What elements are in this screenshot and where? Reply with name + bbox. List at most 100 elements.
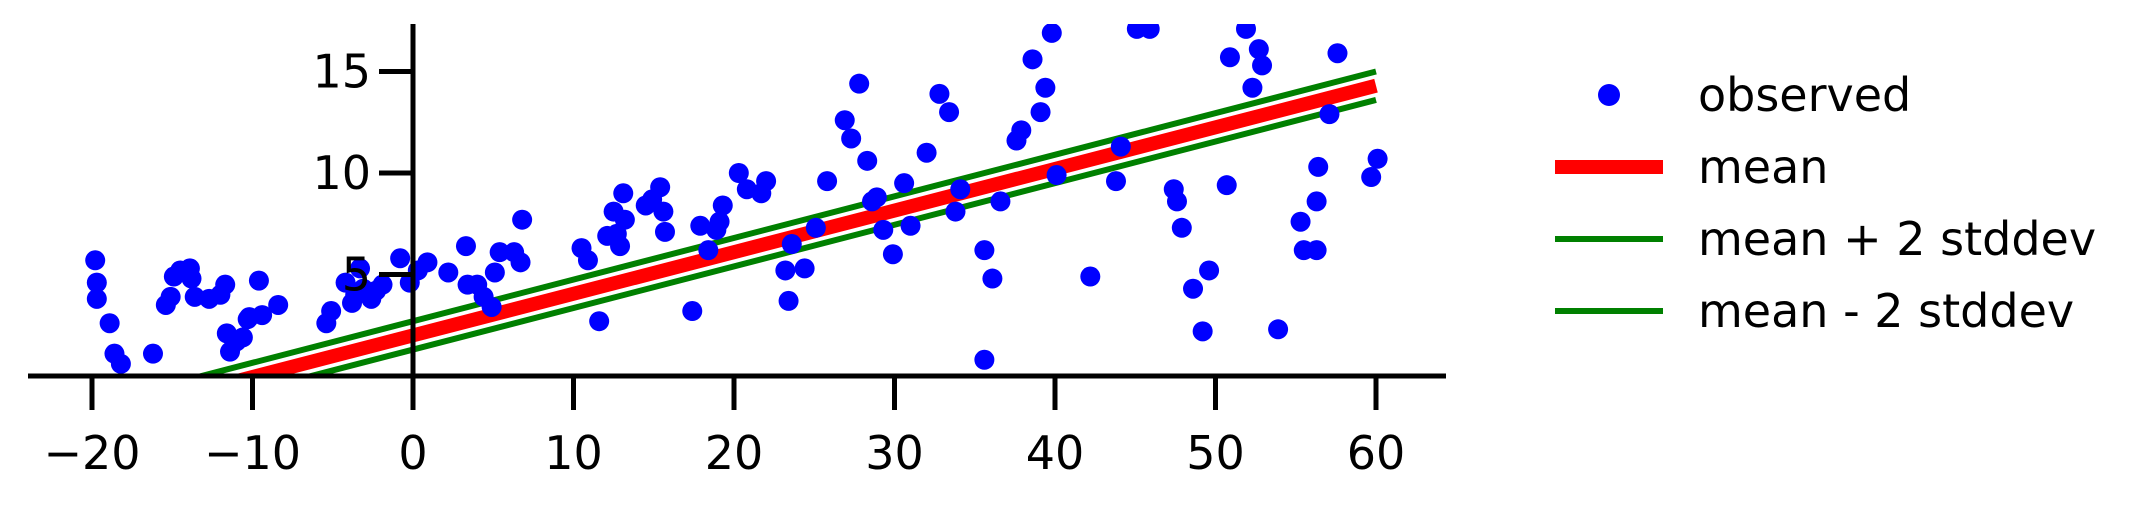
scatter-point	[484, 262, 505, 283]
scatter-point	[712, 195, 733, 216]
scatter-point	[1105, 171, 1126, 192]
scatter-point	[268, 294, 289, 315]
scatter-point	[232, 327, 253, 348]
scatter-point	[589, 311, 610, 332]
scatter-points	[85, 24, 1388, 374]
legend-label-mean-2-stddev: mean + 2 stddev	[1698, 212, 2096, 266]
scatter-point	[248, 270, 269, 291]
legend-marker-observed	[1598, 84, 1620, 106]
scatter-point	[390, 248, 411, 269]
scatter-point	[1361, 167, 1382, 188]
scatter-point	[215, 274, 236, 295]
scatter-point	[1080, 266, 1101, 287]
x-tick-label: 30	[865, 426, 924, 480]
scatter-point	[817, 171, 838, 192]
x-tick-label: 20	[705, 426, 764, 480]
scatter-point	[794, 258, 815, 279]
scatter-point	[866, 187, 887, 208]
legend-label-mean-2-stddev: mean - 2 stddev	[1698, 284, 2074, 338]
scatter-point	[1248, 39, 1269, 60]
scatter-point	[1011, 120, 1032, 141]
scatter-point	[1183, 278, 1204, 299]
scatter-point	[728, 163, 749, 183]
scatter-point	[849, 73, 870, 94]
scatter-point	[252, 305, 273, 326]
scatter-point	[110, 353, 131, 374]
scatter-point	[321, 301, 342, 322]
scatter-point	[1166, 191, 1187, 212]
scatter-point	[873, 219, 894, 240]
series-lines	[189, 68, 1378, 376]
legend-label-mean: mean	[1698, 140, 1828, 194]
scatter-point	[650, 177, 671, 198]
scatter-point	[857, 150, 878, 171]
scatter-point	[1235, 24, 1256, 39]
scatter-point	[841, 128, 862, 149]
scatter-point	[1030, 102, 1051, 123]
y-tick-label: 15	[312, 45, 371, 99]
scatter-point	[613, 183, 634, 204]
y-tick-label: 10	[312, 146, 371, 200]
scatter-point	[610, 236, 631, 257]
scatter-point	[481, 296, 502, 317]
x-tick-label: 60	[1347, 426, 1406, 480]
scatter-point	[1252, 55, 1273, 76]
scatter-point	[654, 221, 675, 242]
scatter-point	[99, 313, 120, 334]
scatter-point	[653, 201, 674, 222]
scatter-point	[372, 274, 393, 295]
scatter-point	[1268, 319, 1289, 340]
scatter-point	[900, 215, 921, 236]
scatter-point	[916, 142, 937, 163]
scatter-point	[778, 290, 799, 311]
scatter-point	[894, 173, 915, 194]
scatter-point	[1216, 175, 1237, 196]
scatter-point	[417, 252, 438, 273]
scatter-point	[142, 343, 163, 364]
scatter-point	[709, 211, 730, 232]
scatter-point	[512, 209, 533, 230]
scatter-point	[974, 240, 995, 261]
scatter-point	[1306, 240, 1327, 261]
scatter-point	[1242, 77, 1263, 98]
scatter-point	[1192, 321, 1213, 342]
scatter-point	[455, 236, 476, 257]
scatter-point	[1046, 165, 1067, 186]
legend-label-observed: observed	[1698, 68, 1911, 122]
scatter-point	[756, 171, 777, 192]
scatter-point	[982, 268, 1003, 289]
scatter-point	[1110, 136, 1131, 157]
scatter-point	[945, 201, 966, 222]
x-tick-label: −20	[43, 426, 140, 480]
scatter-point	[350, 258, 371, 279]
scatter-point	[882, 244, 903, 265]
scatter-point	[577, 250, 598, 271]
scatter-point	[160, 286, 181, 307]
scatter-point	[86, 288, 107, 309]
scatter-point	[929, 83, 950, 104]
scatter-point	[438, 262, 459, 283]
scatter-point	[510, 252, 531, 273]
scatter-point	[682, 301, 703, 322]
scatter-point	[1290, 211, 1311, 232]
scatter-point	[614, 209, 635, 230]
scatter-point	[1035, 77, 1056, 98]
scatter-point	[85, 250, 106, 271]
line-mean	[228, 78, 1378, 376]
scatter-point	[990, 191, 1011, 212]
x-tick-label: 50	[1186, 426, 1245, 480]
scatter-point	[834, 110, 855, 131]
scatter-point	[974, 349, 995, 370]
scatter-point	[1319, 104, 1340, 125]
scatter-point	[698, 240, 719, 261]
line-mean-2-stddev	[299, 97, 1377, 376]
scatter-point	[1199, 260, 1220, 281]
plot-area	[85, 24, 1388, 376]
scatter-point	[1219, 47, 1240, 68]
scatter-point	[950, 179, 971, 200]
legend: observed mean mean + 2 stddev mean - 2 stdd…	[1555, 68, 2096, 338]
scatter-point	[1171, 217, 1192, 238]
axes: −20 −10 0 10 20 30 40 50 60 5 10 15	[28, 24, 1446, 480]
scatter-point	[1041, 24, 1062, 43]
